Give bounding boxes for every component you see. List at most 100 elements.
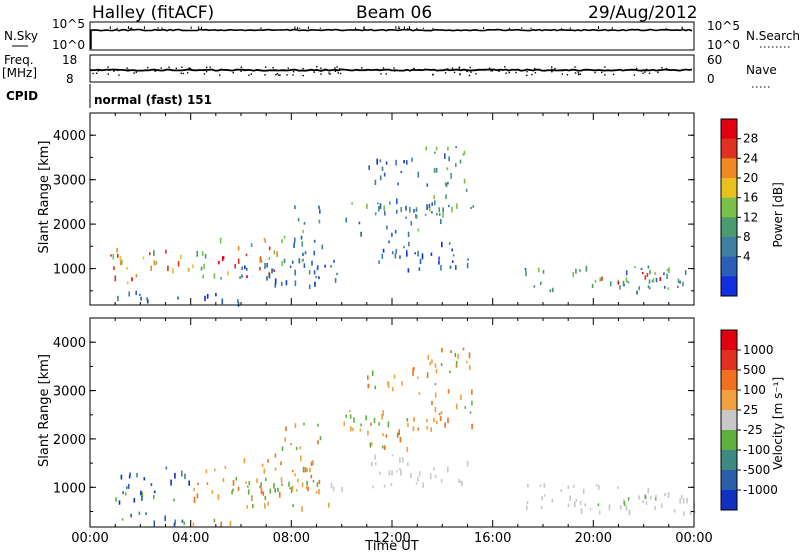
nave-dot (574, 72, 577, 74)
nave-dot (328, 72, 330, 74)
echo-cell (447, 389, 450, 394)
echo-cell (324, 264, 326, 268)
echo-cell (625, 504, 628, 511)
echo-cell (392, 387, 394, 392)
colorbar-tick-label: 25 (743, 403, 758, 417)
nave-dot (126, 67, 128, 69)
echo-cell (373, 417, 376, 423)
colorbar-swatch (721, 256, 737, 277)
nave-dot (113, 69, 115, 72)
echo-cell (319, 436, 322, 441)
nave-dot (413, 67, 415, 70)
echo-cell (601, 276, 603, 281)
nave-dot (533, 69, 536, 71)
echo-cell (539, 484, 542, 487)
nave-dot (302, 74, 304, 77)
echo-cell (686, 497, 688, 504)
echo-cell (572, 485, 575, 488)
echo-cell (138, 511, 141, 515)
echo-cell (370, 422, 372, 426)
freq-tick-left-bottom: 8 (66, 72, 74, 86)
echo-cell (224, 465, 227, 469)
colorbar-tick-label: 16 (743, 191, 758, 205)
echo-cell (434, 383, 437, 386)
echo-cell (308, 270, 311, 275)
echo-cell (448, 204, 450, 208)
panel-frame (89, 112, 695, 306)
x-tick-label: 16:00 (474, 531, 511, 546)
echo-cell (126, 281, 129, 285)
echo-cell (469, 365, 471, 370)
echo-cell (647, 285, 650, 289)
echo-cell (376, 158, 378, 165)
echo-cell (447, 146, 449, 151)
echo-cell (382, 248, 385, 253)
echo-cell (393, 374, 396, 379)
noise-strip-frame (89, 21, 695, 51)
echo-cell (206, 293, 209, 299)
echo-cell (379, 175, 382, 181)
echo-cell (247, 485, 249, 488)
echo-cell (301, 482, 304, 488)
echo-cell (267, 501, 269, 506)
echo-cell (259, 267, 261, 271)
echo-cell (438, 213, 441, 216)
echo-cell (374, 385, 376, 390)
nave-dot (466, 70, 468, 73)
echo-cell (664, 493, 666, 497)
nave-dot (405, 69, 407, 71)
echo-cell (273, 250, 276, 255)
nave-dot (657, 71, 659, 74)
power-colorbar: 28 24 20 16 12 8 4 Power [dB] (720, 118, 785, 297)
echo-cell (440, 265, 442, 271)
nave-dot (240, 66, 242, 68)
nave-dot (187, 68, 189, 70)
x-axis-label: Time UT (364, 539, 418, 554)
echo-cell (647, 265, 650, 269)
colorbar-tick-label: -25 (743, 423, 763, 437)
echo-cell (415, 208, 418, 212)
echo-cell (143, 477, 146, 481)
colorbar-swatch (721, 470, 737, 491)
echo-cell (141, 496, 143, 501)
nave-dot (458, 67, 461, 69)
nave-dot (504, 66, 506, 68)
echo-cell (352, 427, 354, 432)
echo-cell (569, 495, 571, 502)
echo-cell (349, 410, 351, 413)
nave-dot (127, 68, 129, 71)
beam-title: Beam 06 (356, 3, 432, 23)
nave-dot (491, 70, 494, 72)
echo-cell (360, 231, 362, 237)
echo-cell (375, 462, 377, 466)
nave-dot (264, 74, 266, 76)
echo-cell (288, 481, 290, 487)
x-tick-label: 12:00 (373, 531, 410, 546)
echo-cell (303, 221, 306, 225)
echo-cell (266, 276, 268, 281)
echo-cell (594, 280, 597, 283)
echo-cell (381, 414, 383, 420)
nave-dot (361, 67, 363, 69)
echo-cell (360, 423, 362, 427)
colorbar-swatch (721, 138, 737, 159)
echo-cell (652, 278, 655, 283)
echo-cell (654, 272, 656, 275)
echo-cell (440, 363, 443, 366)
echo-cell (599, 277, 601, 282)
echo-cell (462, 347, 465, 351)
echo-cell (181, 519, 184, 523)
echo-cell (400, 170, 403, 174)
echo-cell (620, 505, 622, 510)
echo-cell (426, 426, 429, 430)
echo-cell (368, 165, 370, 170)
nave-dot (528, 69, 531, 71)
nave-dot (498, 70, 500, 72)
echo-cell (310, 474, 313, 479)
y-tick-label: 4000 (53, 336, 86, 351)
echo-cell (551, 498, 554, 503)
x-tick-label: 00:00 (71, 531, 108, 546)
echo-cell (466, 262, 469, 269)
echo-cell (264, 503, 266, 509)
